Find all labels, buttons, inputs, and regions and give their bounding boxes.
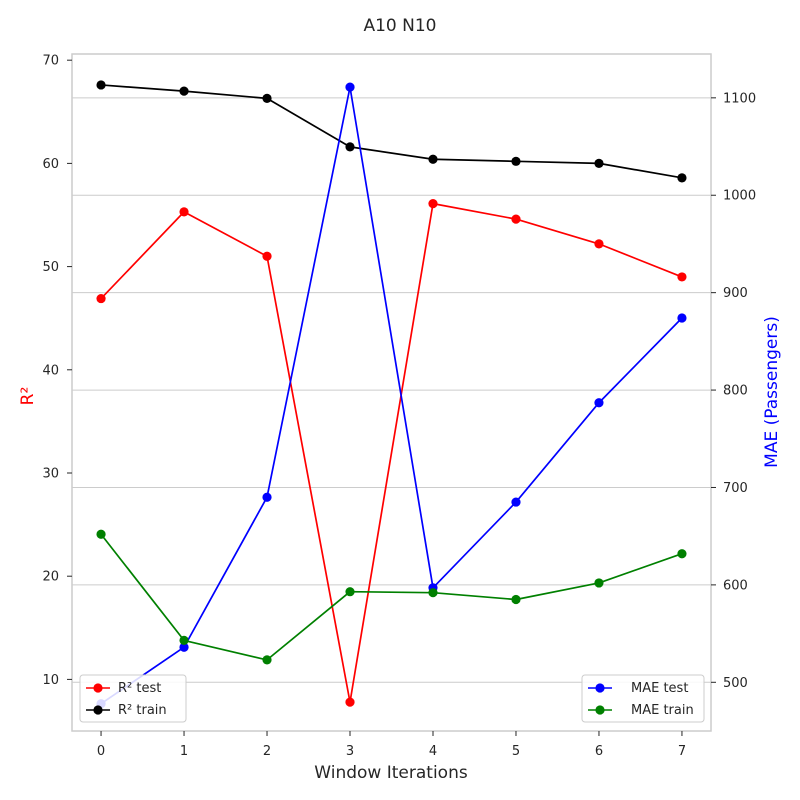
lines-layer <box>100 84 683 705</box>
series-line-r2-train <box>100 84 683 179</box>
right-tick-label-800: 800 <box>723 384 748 399</box>
legend-mae-test-marker <box>595 683 605 693</box>
x-tick-label-6: 6 <box>595 744 603 759</box>
left-axis-title: R² <box>18 387 38 406</box>
right-tick-label-500: 500 <box>723 676 748 691</box>
right-tick-label-1100: 1100 <box>723 91 756 106</box>
point-r2-train-2 <box>262 93 272 103</box>
point-mae-train-6 <box>594 578 604 588</box>
right-tick-label-700: 700 <box>723 481 748 496</box>
left-tick-label-10: 10 <box>42 673 59 688</box>
series-line-mae-test <box>100 86 683 705</box>
right-axis-title: MAE (Passengers) <box>762 316 782 468</box>
legend-mae-test-label: MAE test <box>631 681 688 696</box>
point-r2-test-1 <box>179 207 189 217</box>
point-mae-test-3 <box>345 82 355 92</box>
point-r2-test-3 <box>345 697 355 707</box>
points-layer <box>96 80 687 709</box>
x-tick-label-7: 7 <box>678 744 686 759</box>
point-mae-train-5 <box>511 594 521 605</box>
point-r2-test-6 <box>594 239 604 249</box>
point-r2-train-4 <box>428 154 438 164</box>
x-tick-label-1: 1 <box>180 744 188 759</box>
point-mae-train-7 <box>677 549 687 559</box>
x-tick-label-3: 3 <box>346 744 354 759</box>
right-tick-label-1000: 1000 <box>723 189 756 204</box>
point-mae-train-0 <box>96 529 106 539</box>
legend-r2-train-marker <box>93 705 103 715</box>
legend-r2-test-marker <box>93 683 103 693</box>
right-tick-label-900: 900 <box>723 286 748 301</box>
chart-title: A10 N10 <box>363 16 436 36</box>
series-line-r2-test <box>100 202 683 703</box>
left-tick-label-60: 60 <box>42 157 59 172</box>
point-r2-train-1 <box>179 86 189 96</box>
point-mae-test-6 <box>594 398 604 408</box>
point-mae-train-4 <box>428 588 438 598</box>
point-r2-train-3 <box>345 142 355 152</box>
point-mae-test-2 <box>262 492 272 502</box>
point-r2-test-5 <box>511 214 521 224</box>
point-r2-train-6 <box>594 158 604 168</box>
left-tick-label-70: 70 <box>42 54 59 69</box>
point-r2-test-2 <box>262 251 272 261</box>
point-mae-train-3 <box>345 587 355 597</box>
point-r2-test-0 <box>96 293 106 304</box>
legend-r2-train-label: R² train <box>118 703 167 718</box>
point-mae-train-1 <box>179 635 189 646</box>
legend-mae-train-label: MAE train <box>631 703 694 718</box>
legend-r2-test-label: R² test <box>118 681 161 696</box>
series-line-mae-train <box>100 533 683 661</box>
point-r2-train-0 <box>96 80 106 90</box>
point-r2-test-7 <box>677 272 687 282</box>
x-tick-label-2: 2 <box>263 744 271 759</box>
left-tick-label-30: 30 <box>42 466 59 481</box>
legend-mae-train-marker <box>595 705 605 715</box>
x-axis-title: Window Iterations <box>314 763 468 783</box>
legend-right: MAE test MAE train <box>581 674 705 723</box>
plot-frame <box>71 53 712 732</box>
point-mae-test-7 <box>677 313 687 323</box>
left-tick-label-20: 20 <box>42 570 59 585</box>
x-tick-label-4: 4 <box>429 744 437 759</box>
ticks-layer: 10 20 30 40 50 60 70 500 600 700 800 900 1000 1100 0 1 2… <box>42 54 756 759</box>
x-tick-label-0: 0 <box>97 744 105 759</box>
point-r2-train-7 <box>677 173 687 183</box>
legend-left: R² test R² train <box>79 674 187 723</box>
right-tick-label-600: 600 <box>723 578 748 593</box>
point-mae-test-1 <box>179 642 189 652</box>
left-tick-label-40: 40 <box>42 363 59 378</box>
legend-right-box <box>581 674 705 723</box>
x-tick-label-5: 5 <box>512 744 520 759</box>
point-mae-train-2 <box>262 655 272 665</box>
point-r2-test-4 <box>428 199 438 209</box>
left-tick-label-50: 50 <box>42 260 59 275</box>
point-r2-train-5 <box>511 156 521 166</box>
point-mae-test-5 <box>511 497 521 507</box>
